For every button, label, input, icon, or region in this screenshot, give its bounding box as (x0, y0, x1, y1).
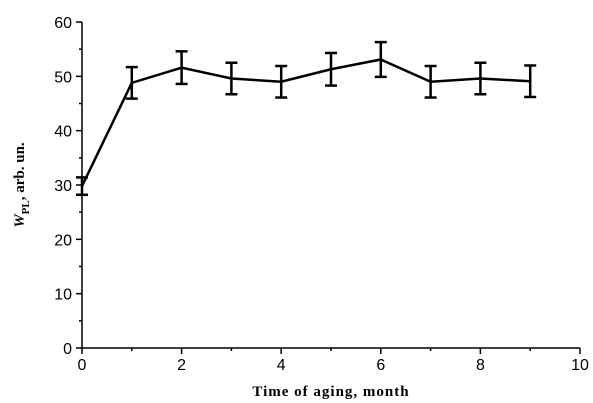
x-tick-label: 10 (571, 357, 589, 374)
x-tick-label: 4 (277, 357, 286, 374)
x-tick-label: 0 (78, 357, 87, 374)
error-bar (474, 61, 487, 96)
x-axis-label: Time of aging, month (252, 384, 409, 400)
y-label-rest: , arb. un. (12, 142, 28, 200)
x-tick-label: 8 (476, 357, 485, 374)
error-bar (76, 176, 88, 197)
y-tick-label: 0 (63, 341, 72, 358)
error-bar (325, 51, 337, 87)
x-tick-label: 6 (376, 357, 385, 374)
data-line (80, 58, 531, 187)
error-bar (374, 40, 387, 79)
error-bar (424, 64, 437, 99)
y-tick-label: 30 (54, 178, 72, 195)
y-tick-label: 20 (54, 232, 72, 249)
y-tick-label: 40 (54, 124, 72, 141)
error-bar (524, 64, 537, 99)
error-bar (125, 65, 138, 100)
x-tick-label: 2 (177, 357, 186, 374)
y-label-main: W (12, 213, 28, 228)
error-bar (275, 64, 288, 99)
y-tick-label: 60 (54, 15, 72, 32)
error-bar (225, 61, 238, 96)
y-tick-label: 10 (54, 287, 72, 304)
y-axis-label: WPL, arb. un. (12, 142, 32, 228)
y-label-sub: PL (20, 200, 32, 214)
error-bar (175, 50, 188, 86)
y-tick-label: 50 (54, 69, 72, 86)
